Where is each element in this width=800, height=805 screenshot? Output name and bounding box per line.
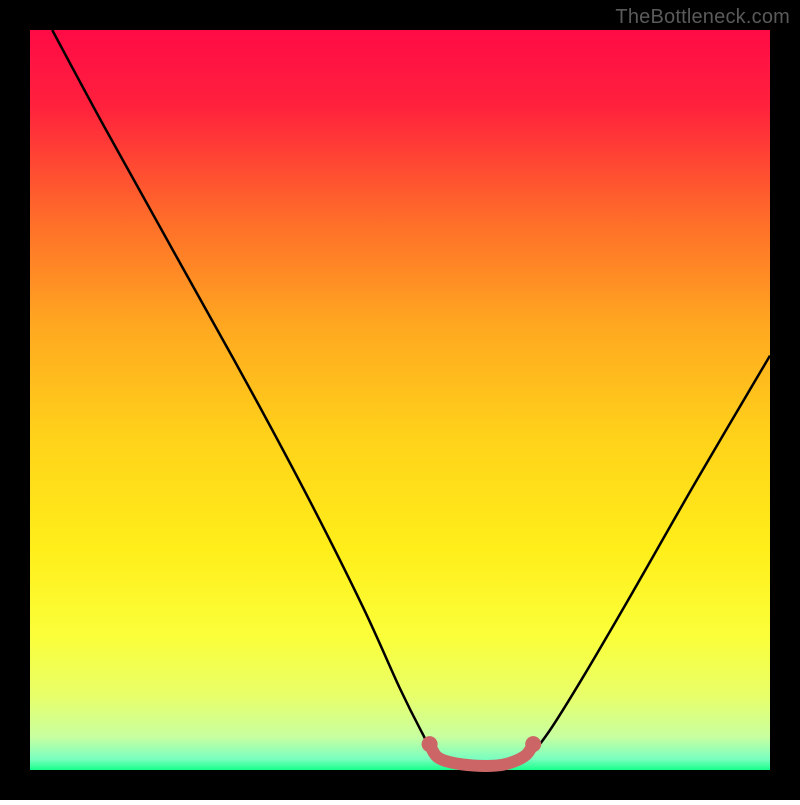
chart-background [30,30,770,770]
optimal-range-endpoint-right [525,736,541,752]
watermark-text: TheBottleneck.com [615,6,790,29]
bottleneck-chart [0,0,800,800]
optimal-range-endpoint-left [422,736,438,752]
chart-svg [0,0,800,800]
